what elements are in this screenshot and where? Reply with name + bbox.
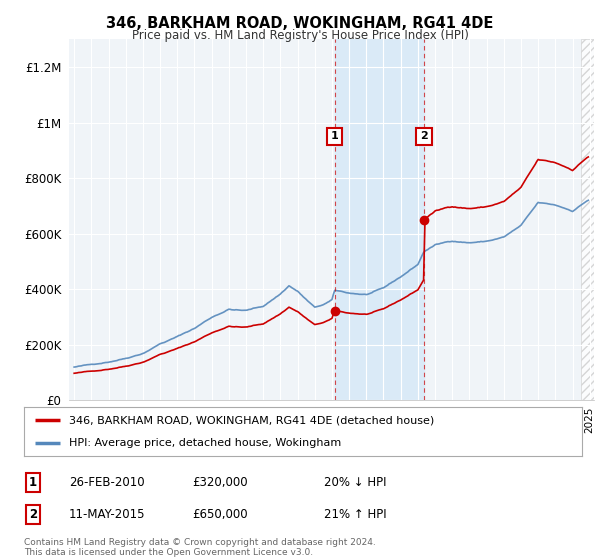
Text: Contains HM Land Registry data © Crown copyright and database right 2024.
This d: Contains HM Land Registry data © Crown c… xyxy=(24,538,376,557)
Bar xyxy=(335,39,424,400)
Text: 21% ↑ HPI: 21% ↑ HPI xyxy=(324,507,386,521)
Text: 346, BARKHAM ROAD, WOKINGHAM, RG41 4DE (detached house): 346, BARKHAM ROAD, WOKINGHAM, RG41 4DE (… xyxy=(68,416,434,426)
Text: 2: 2 xyxy=(420,132,428,142)
Text: £320,000: £320,000 xyxy=(192,476,248,489)
Text: 2: 2 xyxy=(29,507,37,521)
Text: 346, BARKHAM ROAD, WOKINGHAM, RG41 4DE: 346, BARKHAM ROAD, WOKINGHAM, RG41 4DE xyxy=(106,16,494,31)
Bar xyxy=(581,39,594,400)
Text: 1: 1 xyxy=(29,476,37,489)
Text: HPI: Average price, detached house, Wokingham: HPI: Average price, detached house, Woki… xyxy=(68,438,341,448)
Text: 1: 1 xyxy=(331,132,338,142)
Text: £650,000: £650,000 xyxy=(192,507,248,521)
Text: Price paid vs. HM Land Registry's House Price Index (HPI): Price paid vs. HM Land Registry's House … xyxy=(131,29,469,42)
Text: 20% ↓ HPI: 20% ↓ HPI xyxy=(324,476,386,489)
Text: 26-FEB-2010: 26-FEB-2010 xyxy=(69,476,145,489)
Text: 11-MAY-2015: 11-MAY-2015 xyxy=(69,507,146,521)
